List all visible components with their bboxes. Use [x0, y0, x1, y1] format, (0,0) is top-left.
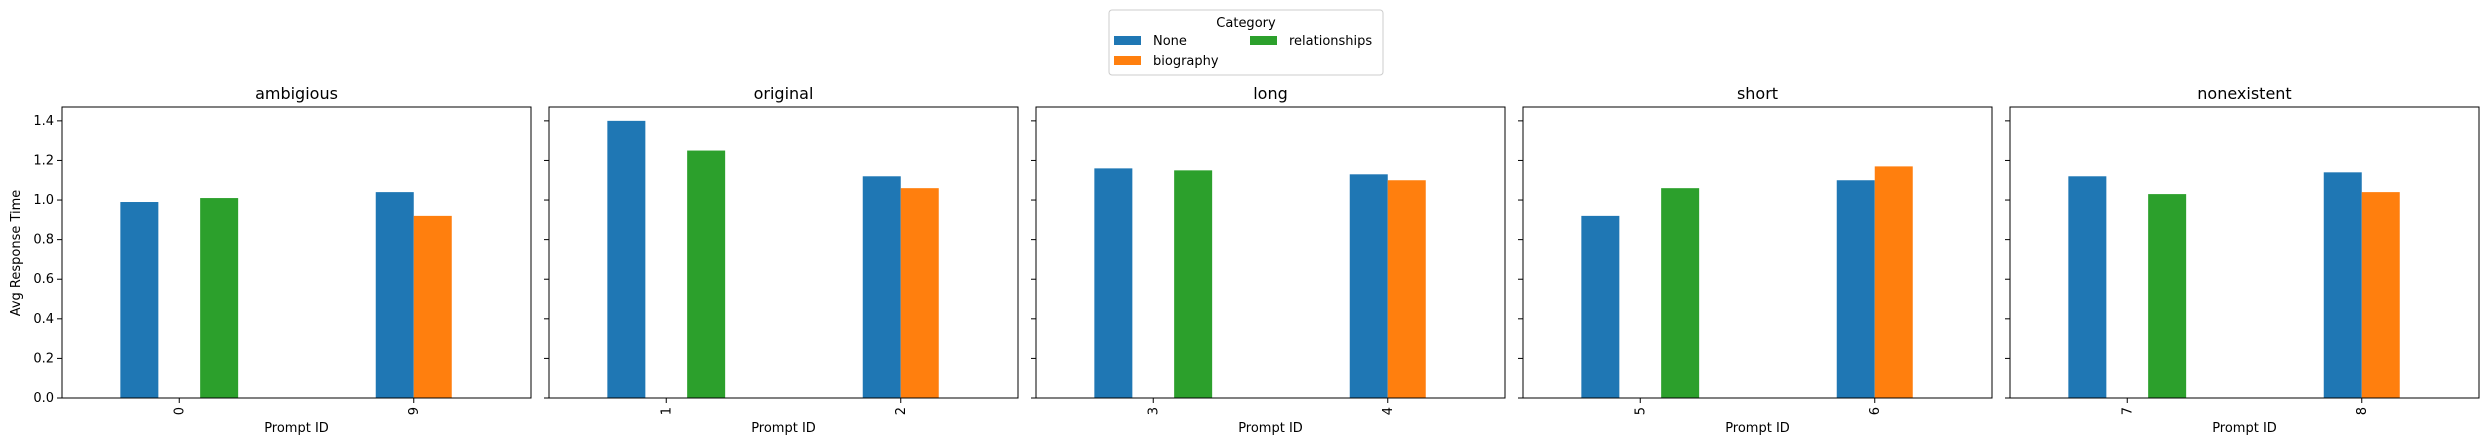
bar-biography-9 — [413, 215, 452, 398]
subplot-title: long — [1253, 84, 1288, 103]
legend-swatch-none — [1114, 36, 1141, 45]
x-tick-label: 0 — [172, 407, 187, 415]
legend-swatch-relationships — [1250, 36, 1277, 45]
x-tick-label: 9 — [407, 407, 422, 415]
bar-none-9 — [375, 192, 414, 398]
legend: Category None relationships biography — [1108, 9, 1384, 76]
bar-biography-8 — [2361, 192, 2400, 398]
subplot-ambigious: ambigious 0.0 0.2 0.4 0.6 0.8 1.0 1.2 1.4 0 9 Promp… — [33, 84, 532, 436]
y-axis-label: Avg Response Time — [9, 190, 24, 317]
y-tick-label: 0.6 — [33, 272, 54, 287]
x-axis-label: Prompt ID — [751, 421, 816, 436]
subplot-nonexistent: nonexistent 7 8 Prompt ID — [2005, 84, 2480, 436]
x-axis-label: Prompt ID — [264, 421, 329, 436]
axes-frame — [61, 106, 532, 399]
bar-none-2 — [862, 176, 901, 398]
axes-frame — [548, 106, 1019, 399]
x-tick-label: 4 — [1381, 407, 1396, 415]
x-axis-label: Prompt ID — [1725, 421, 1790, 436]
x-tick-label: 6 — [1868, 407, 1883, 415]
bar-none-1 — [607, 120, 646, 398]
bar-none-4 — [1349, 174, 1388, 398]
x-tick-label: 7 — [2120, 407, 2135, 415]
subplot-title: original — [754, 84, 814, 103]
subplot-title: short — [1737, 84, 1778, 103]
x-tick-label: 2 — [894, 407, 909, 415]
y-tick-label: 1.0 — [33, 193, 54, 208]
x-tick-label: 3 — [1146, 407, 1161, 415]
bar-biography-4 — [1387, 180, 1426, 398]
x-tick-label: 1 — [659, 407, 674, 415]
bar-relationships-0 — [200, 198, 239, 398]
x-tick-label: 5 — [1633, 407, 1648, 415]
subplot-short: short 5 6 Prompt ID — [1518, 84, 1993, 436]
y-tick-label: 0.2 — [33, 351, 54, 366]
bar-relationships-5 — [1661, 188, 1700, 398]
subplot-panels: ambigious 0.0 0.2 0.4 0.6 0.8 1.0 1.2 1.4 0 9 Promp… — [33, 84, 2480, 436]
legend-label-biography: biography — [1153, 54, 1219, 69]
legend-frame — [1108, 9, 1384, 76]
axes-frame — [1522, 106, 1993, 399]
bar-relationships-1 — [687, 150, 726, 398]
legend-label-none: None — [1153, 34, 1187, 49]
bar-none-0 — [120, 202, 159, 398]
x-axis-label: Prompt ID — [1238, 421, 1303, 436]
bar-relationships-7 — [2148, 194, 2187, 398]
x-tick-label: 8 — [2355, 407, 2370, 415]
x-axis-label: Prompt ID — [2212, 421, 2277, 436]
y-tick-label: 0.8 — [33, 233, 54, 248]
axes-frame — [2009, 106, 2480, 399]
y-tick-label: 0.4 — [33, 312, 54, 327]
bar-none-6 — [1836, 180, 1875, 398]
bar-biography-6 — [1874, 166, 1913, 398]
subplot-long: long 3 4 Prompt ID — [1031, 84, 1506, 436]
subplot-title: nonexistent — [2197, 84, 2291, 103]
axes-frame — [1035, 106, 1506, 399]
legend-label-relationships: relationships — [1289, 34, 1372, 49]
bar-none-7 — [2068, 176, 2107, 398]
subplot-original: original 1 2 Prompt ID — [544, 84, 1019, 436]
legend-title: Category — [1216, 16, 1276, 31]
bar-biography-2 — [900, 188, 939, 398]
bar-none-5 — [1581, 215, 1620, 398]
bar-none-3 — [1094, 168, 1133, 398]
subplot-title: ambigious — [255, 84, 338, 103]
bar-none-8 — [2323, 172, 2362, 398]
legend-swatch-biography — [1114, 56, 1141, 65]
bar-relationships-3 — [1174, 170, 1213, 398]
y-tick-label: 1.2 — [33, 153, 54, 168]
y-tick-label: 0.0 — [33, 391, 54, 406]
y-tick-label: 1.4 — [33, 114, 54, 129]
